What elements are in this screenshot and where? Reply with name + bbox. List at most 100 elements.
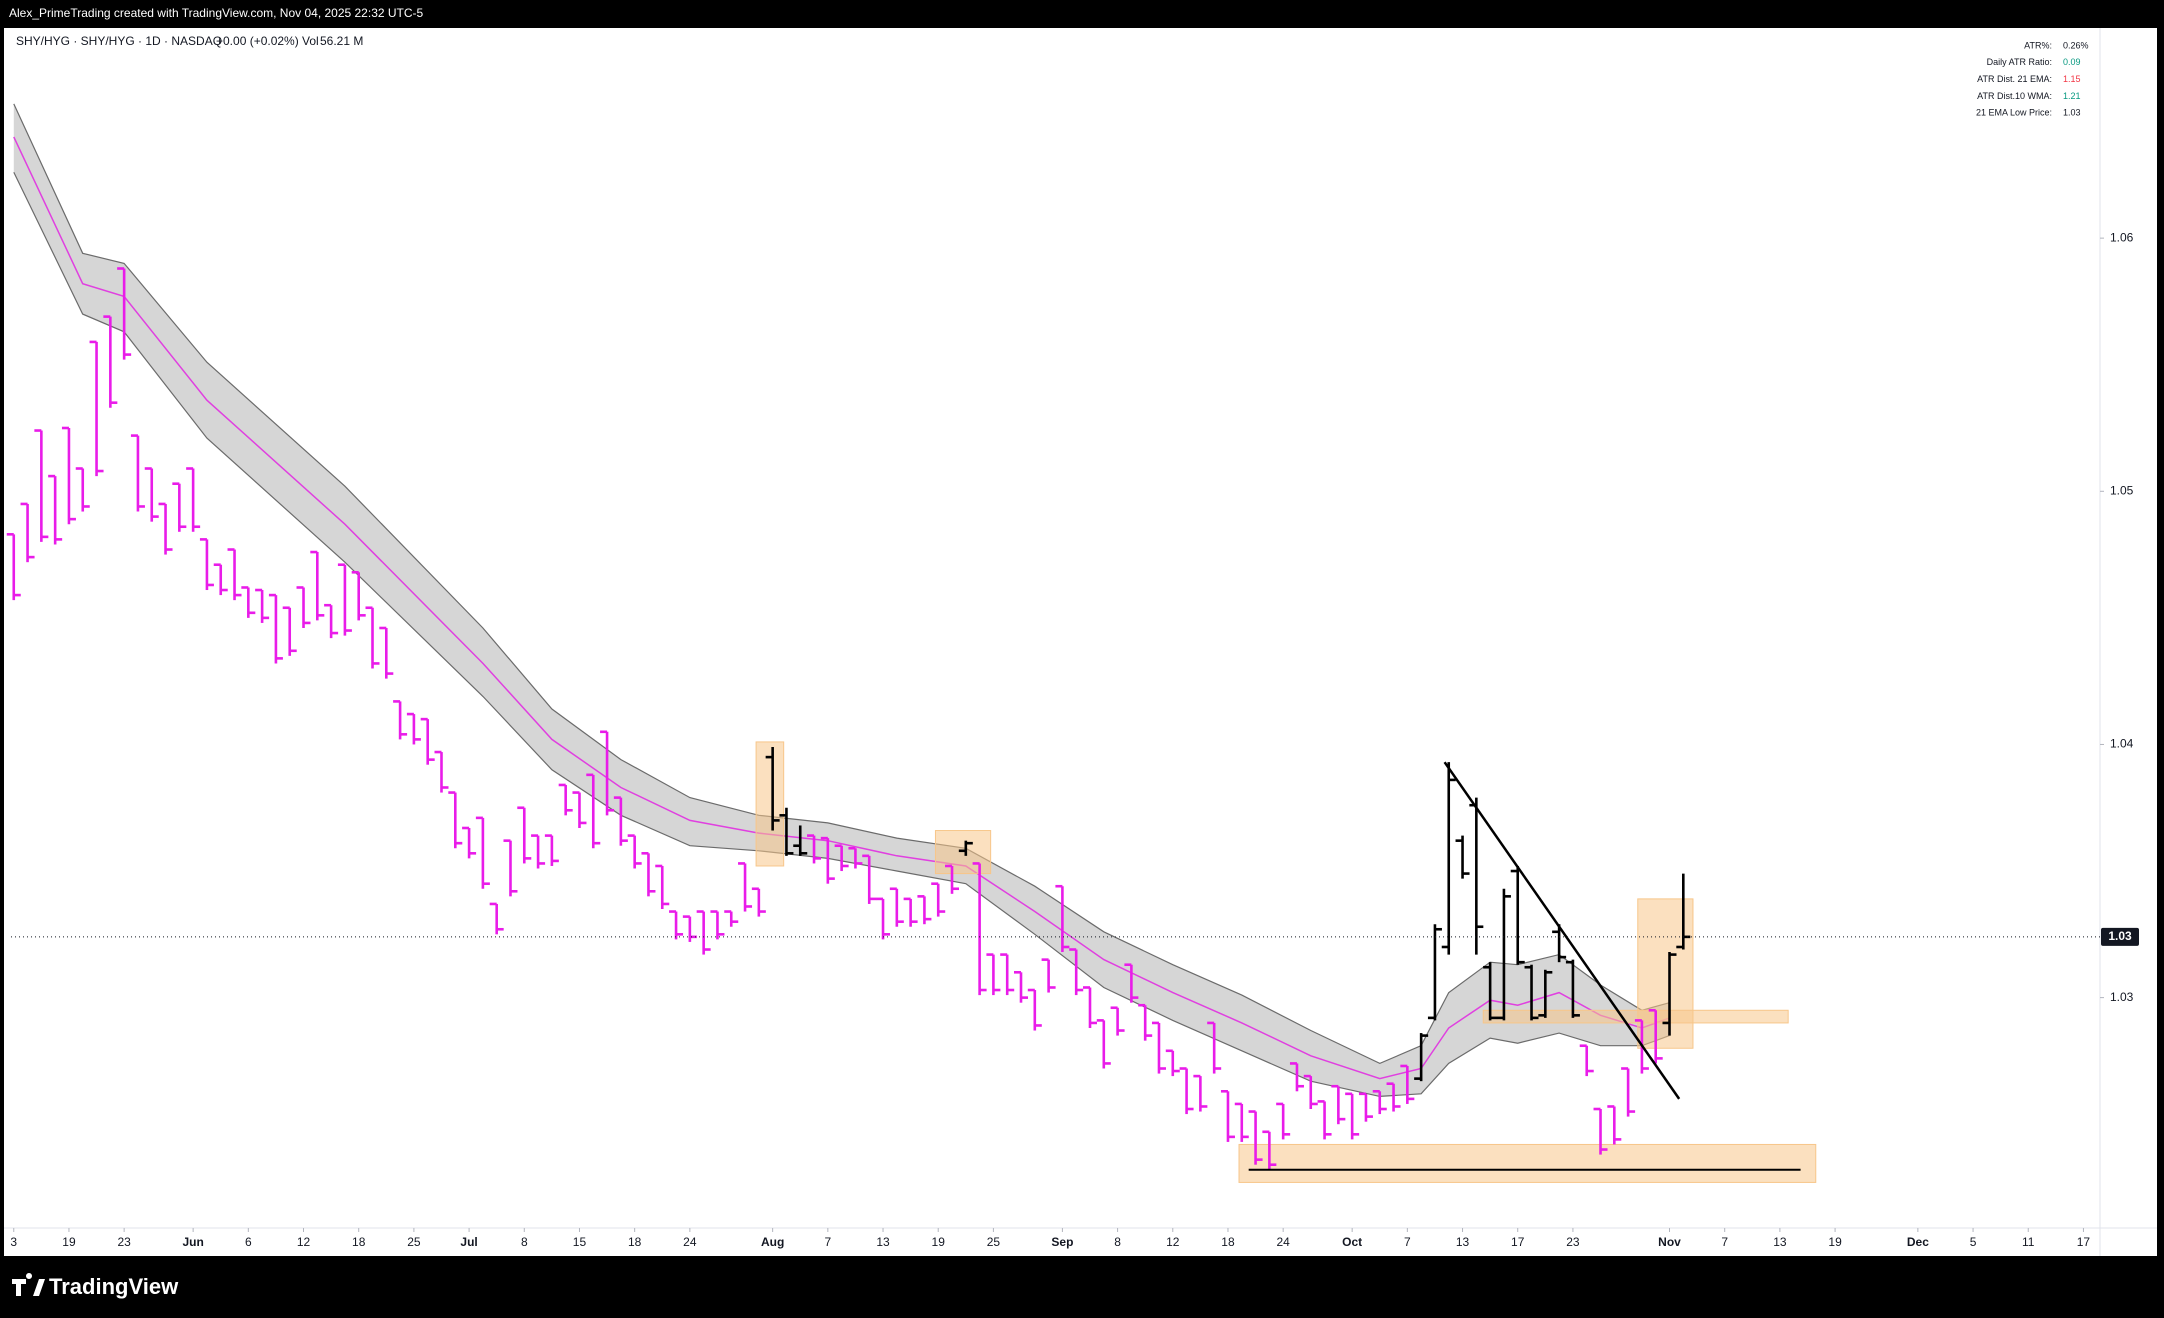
- bar: [406, 712, 421, 745]
- bar: [586, 773, 601, 849]
- bar: [186, 467, 201, 532]
- bar: [710, 910, 725, 940]
- x-tick-label: 25: [987, 1235, 1001, 1249]
- bar: [931, 882, 946, 917]
- zone: [1238, 1143, 1817, 1183]
- bar: [213, 563, 228, 596]
- bar: [117, 267, 132, 360]
- bar: [1248, 1110, 1263, 1165]
- y-tick-label: 1.05: [2110, 483, 2134, 497]
- bar: [1055, 884, 1070, 953]
- bar: [1358, 1092, 1373, 1122]
- bar: [337, 563, 352, 636]
- bar: [434, 750, 449, 793]
- bar: [1496, 888, 1511, 1021]
- bar: [48, 474, 63, 545]
- x-tick-label: 5: [1970, 1235, 1977, 1249]
- bar: [1082, 986, 1097, 1028]
- x-tick-label: 12: [297, 1235, 311, 1249]
- volume-value: 56.21 M: [320, 34, 363, 48]
- bar: [1220, 1089, 1235, 1142]
- bar: [1538, 969, 1553, 1018]
- x-tick-label: 25: [407, 1235, 421, 1249]
- x-tick-label: 23: [117, 1235, 131, 1249]
- bar: [89, 340, 104, 477]
- bar: [517, 806, 532, 864]
- bar: [158, 502, 173, 555]
- y-tick-label: 1.03: [2110, 990, 2134, 1004]
- bar: [765, 746, 780, 831]
- bar: [945, 864, 960, 894]
- stat-label: ATR Dist.10 WMA:: [1977, 91, 2052, 101]
- x-tick-label: 13: [1773, 1235, 1787, 1249]
- bar: [1262, 1130, 1277, 1170]
- bar: [558, 783, 573, 816]
- bar: [255, 588, 270, 623]
- bar: [1552, 924, 1567, 963]
- bar: [1317, 1100, 1332, 1140]
- stat-value: 1.15: [2063, 74, 2081, 84]
- bar: [1110, 1006, 1125, 1036]
- bar: [503, 839, 518, 897]
- bar: [1648, 1008, 1663, 1064]
- x-tick-label: Jun: [182, 1235, 203, 1249]
- bar: [889, 887, 904, 927]
- bar: [958, 840, 973, 856]
- credit: Alex_PrimeTrading created with TradingVi…: [9, 6, 424, 20]
- symbol-change: +0.00 (+0.02%): [216, 34, 299, 48]
- bar: [1138, 1003, 1153, 1041]
- bar: [903, 897, 918, 927]
- bar: [1069, 948, 1084, 996]
- x-tick-label: Dec: [1907, 1235, 1929, 1249]
- x-tick-label: 18: [1221, 1235, 1235, 1249]
- bar: [1234, 1102, 1249, 1142]
- volume-label: Vol: [302, 34, 319, 48]
- stat-value: 1.03: [2063, 108, 2081, 118]
- bar: [793, 825, 808, 856]
- bar: [282, 606, 297, 656]
- bar: [34, 429, 49, 542]
- x-tick-label: 23: [1566, 1235, 1580, 1249]
- x-tick-label: 17: [2077, 1235, 2091, 1249]
- bar: [1510, 865, 1525, 965]
- bar: [1455, 835, 1470, 879]
- bar: [1524, 964, 1539, 1021]
- trendline: [1443, 761, 1681, 1100]
- bar: [1041, 958, 1056, 993]
- bar: [724, 910, 739, 927]
- bar: [613, 796, 628, 846]
- bar: [1579, 1044, 1594, 1077]
- bar: [1345, 1092, 1360, 1140]
- last-price-label: 1.03: [2108, 929, 2132, 943]
- chart-area: [4, 28, 2157, 1256]
- x-tick-label: Nov: [1658, 1235, 1681, 1249]
- bar: [876, 897, 891, 940]
- stat-value: 0.26%: [2063, 40, 2089, 50]
- bar: [475, 816, 490, 889]
- bar: [1179, 1067, 1194, 1115]
- bar: [1414, 1033, 1429, 1082]
- bar: [848, 846, 863, 869]
- x-tick-label: Oct: [1342, 1235, 1362, 1249]
- bar: [1151, 1021, 1166, 1074]
- bar: [972, 862, 987, 996]
- stat-value: 0.09: [2063, 57, 2081, 67]
- bar: [199, 538, 214, 591]
- bar: [1096, 1019, 1111, 1069]
- x-tick-label: 24: [1276, 1235, 1290, 1249]
- bar: [655, 864, 670, 910]
- band-lower: [13, 172, 1670, 1098]
- x-tick-label: 11: [2022, 1235, 2035, 1249]
- x-tick-label: 19: [932, 1235, 946, 1249]
- bar: [379, 626, 394, 679]
- x-tick-label: 17: [1511, 1235, 1525, 1249]
- zone: [1482, 1009, 1789, 1024]
- bar: [227, 548, 242, 601]
- bar: [917, 895, 932, 925]
- bar: [351, 571, 366, 621]
- bar: [696, 910, 711, 955]
- x-tick-label: 19: [1828, 1235, 1842, 1249]
- bar: [144, 467, 159, 522]
- bar: [1400, 1064, 1415, 1104]
